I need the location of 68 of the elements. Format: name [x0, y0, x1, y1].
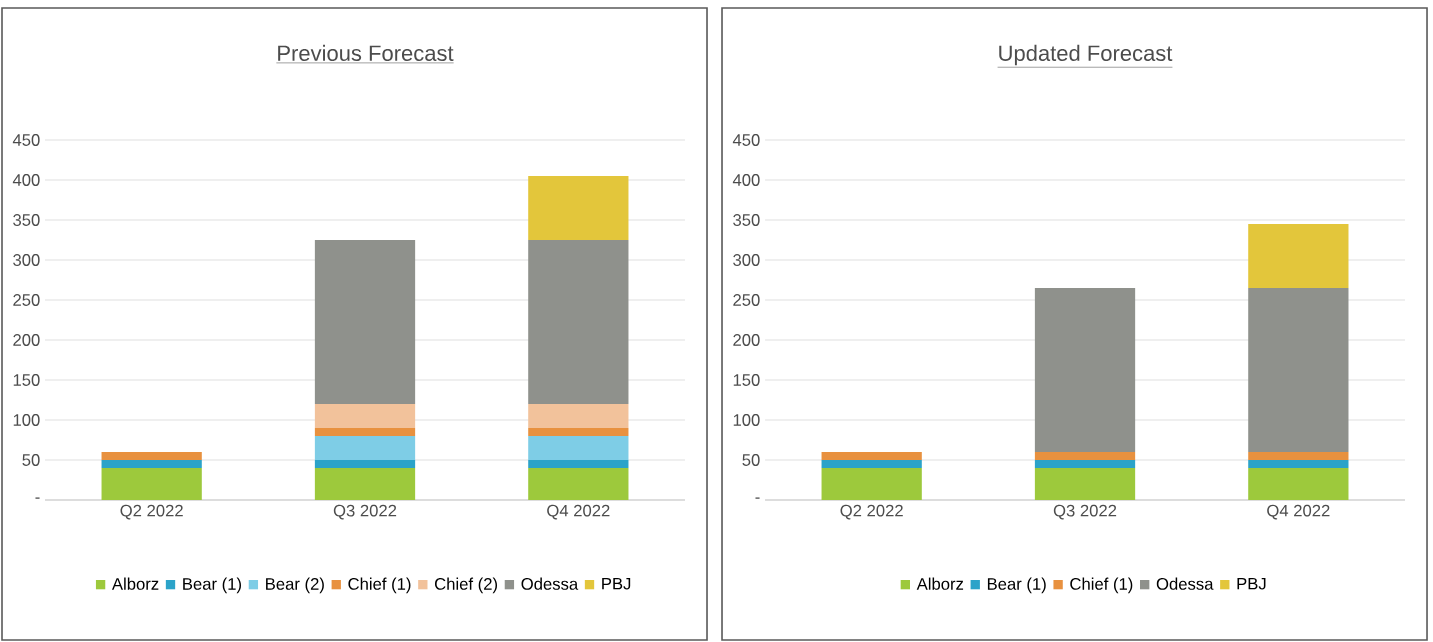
- bar: [821, 452, 922, 460]
- bar: [528, 428, 629, 436]
- legend-label: Chief (1): [1070, 577, 1133, 594]
- bar: [314, 436, 416, 460]
- y-tick-label: 250: [13, 294, 40, 306]
- bar: [821, 460, 922, 468]
- y-tick-label: 450: [12, 134, 40, 146]
- legend-label: Chief (1): [348, 577, 411, 594]
- bar: [528, 404, 629, 428]
- bar: [101, 460, 202, 468]
- y-tick-label: 200: [733, 334, 760, 346]
- bar: [1034, 452, 1136, 460]
- y-tick-label: 300: [13, 254, 40, 266]
- y-tick-label: 300: [733, 254, 760, 266]
- legend-label: Chief (2): [435, 577, 498, 594]
- bar: [528, 468, 629, 500]
- bar: [1248, 288, 1349, 452]
- bar: [528, 460, 629, 468]
- y-tick-label: 400: [732, 174, 760, 186]
- y-tick-label: 150: [733, 374, 760, 386]
- legend-label: Odessa: [1156, 577, 1214, 590]
- bar: [821, 468, 922, 500]
- y-tick-label: 100: [733, 414, 760, 426]
- bar: [1248, 468, 1349, 500]
- chart-title: Previous Forecast: [278, 44, 454, 62]
- bar: [1034, 288, 1136, 452]
- y-tick-label: 200: [13, 334, 40, 346]
- chart-title: Updated Forecast: [999, 44, 1173, 66]
- x-tick-label: Q3 2022: [1053, 504, 1117, 520]
- bar: [1034, 460, 1136, 468]
- bar: [314, 460, 416, 468]
- y-tick-label: 350: [733, 214, 760, 226]
- bar: [314, 404, 416, 428]
- y-tick-label: 250: [733, 294, 760, 306]
- bar: [1248, 460, 1349, 468]
- y-tick-label: 100: [13, 414, 40, 426]
- y-tick-label: -: [755, 497, 760, 499]
- legend-label: Bear (1): [183, 577, 241, 594]
- legend-label: Alborz: [111, 577, 159, 590]
- bar: [314, 468, 416, 500]
- y-tick-label: 450: [732, 134, 760, 146]
- legend-label: Bear (2): [266, 577, 324, 594]
- legend-label: PBJ: [1237, 577, 1266, 590]
- x-tick-label: Q4 2022: [1267, 504, 1330, 520]
- y-tick-label: 50: [742, 454, 760, 466]
- y-tick-label: 350: [13, 214, 40, 226]
- y-tick-label: 400: [12, 174, 40, 186]
- bar: [1248, 452, 1349, 460]
- legend-label: Alborz: [916, 577, 964, 590]
- legend-label: Bear (1): [987, 577, 1046, 594]
- legend-label: PBJ: [602, 577, 631, 590]
- x-tick-label: Q2 2022: [120, 504, 183, 520]
- x-tick-label: Q4 2022: [547, 504, 610, 520]
- bar: [1248, 224, 1349, 288]
- bar: [528, 176, 629, 240]
- bar: [314, 428, 416, 436]
- bar: [528, 436, 629, 460]
- bar: [314, 240, 416, 404]
- y-tick-label: 150: [13, 374, 40, 386]
- y-tick-label: 50: [22, 454, 40, 466]
- x-tick-label: Q2 2022: [840, 504, 903, 520]
- y-tick-label: -: [35, 497, 40, 499]
- x-tick-label: Q3 2022: [333, 504, 397, 520]
- bar: [528, 240, 629, 404]
- bar: [1034, 468, 1136, 500]
- legend-label: Odessa: [521, 577, 579, 590]
- bar: [101, 452, 202, 460]
- bar: [101, 468, 202, 500]
